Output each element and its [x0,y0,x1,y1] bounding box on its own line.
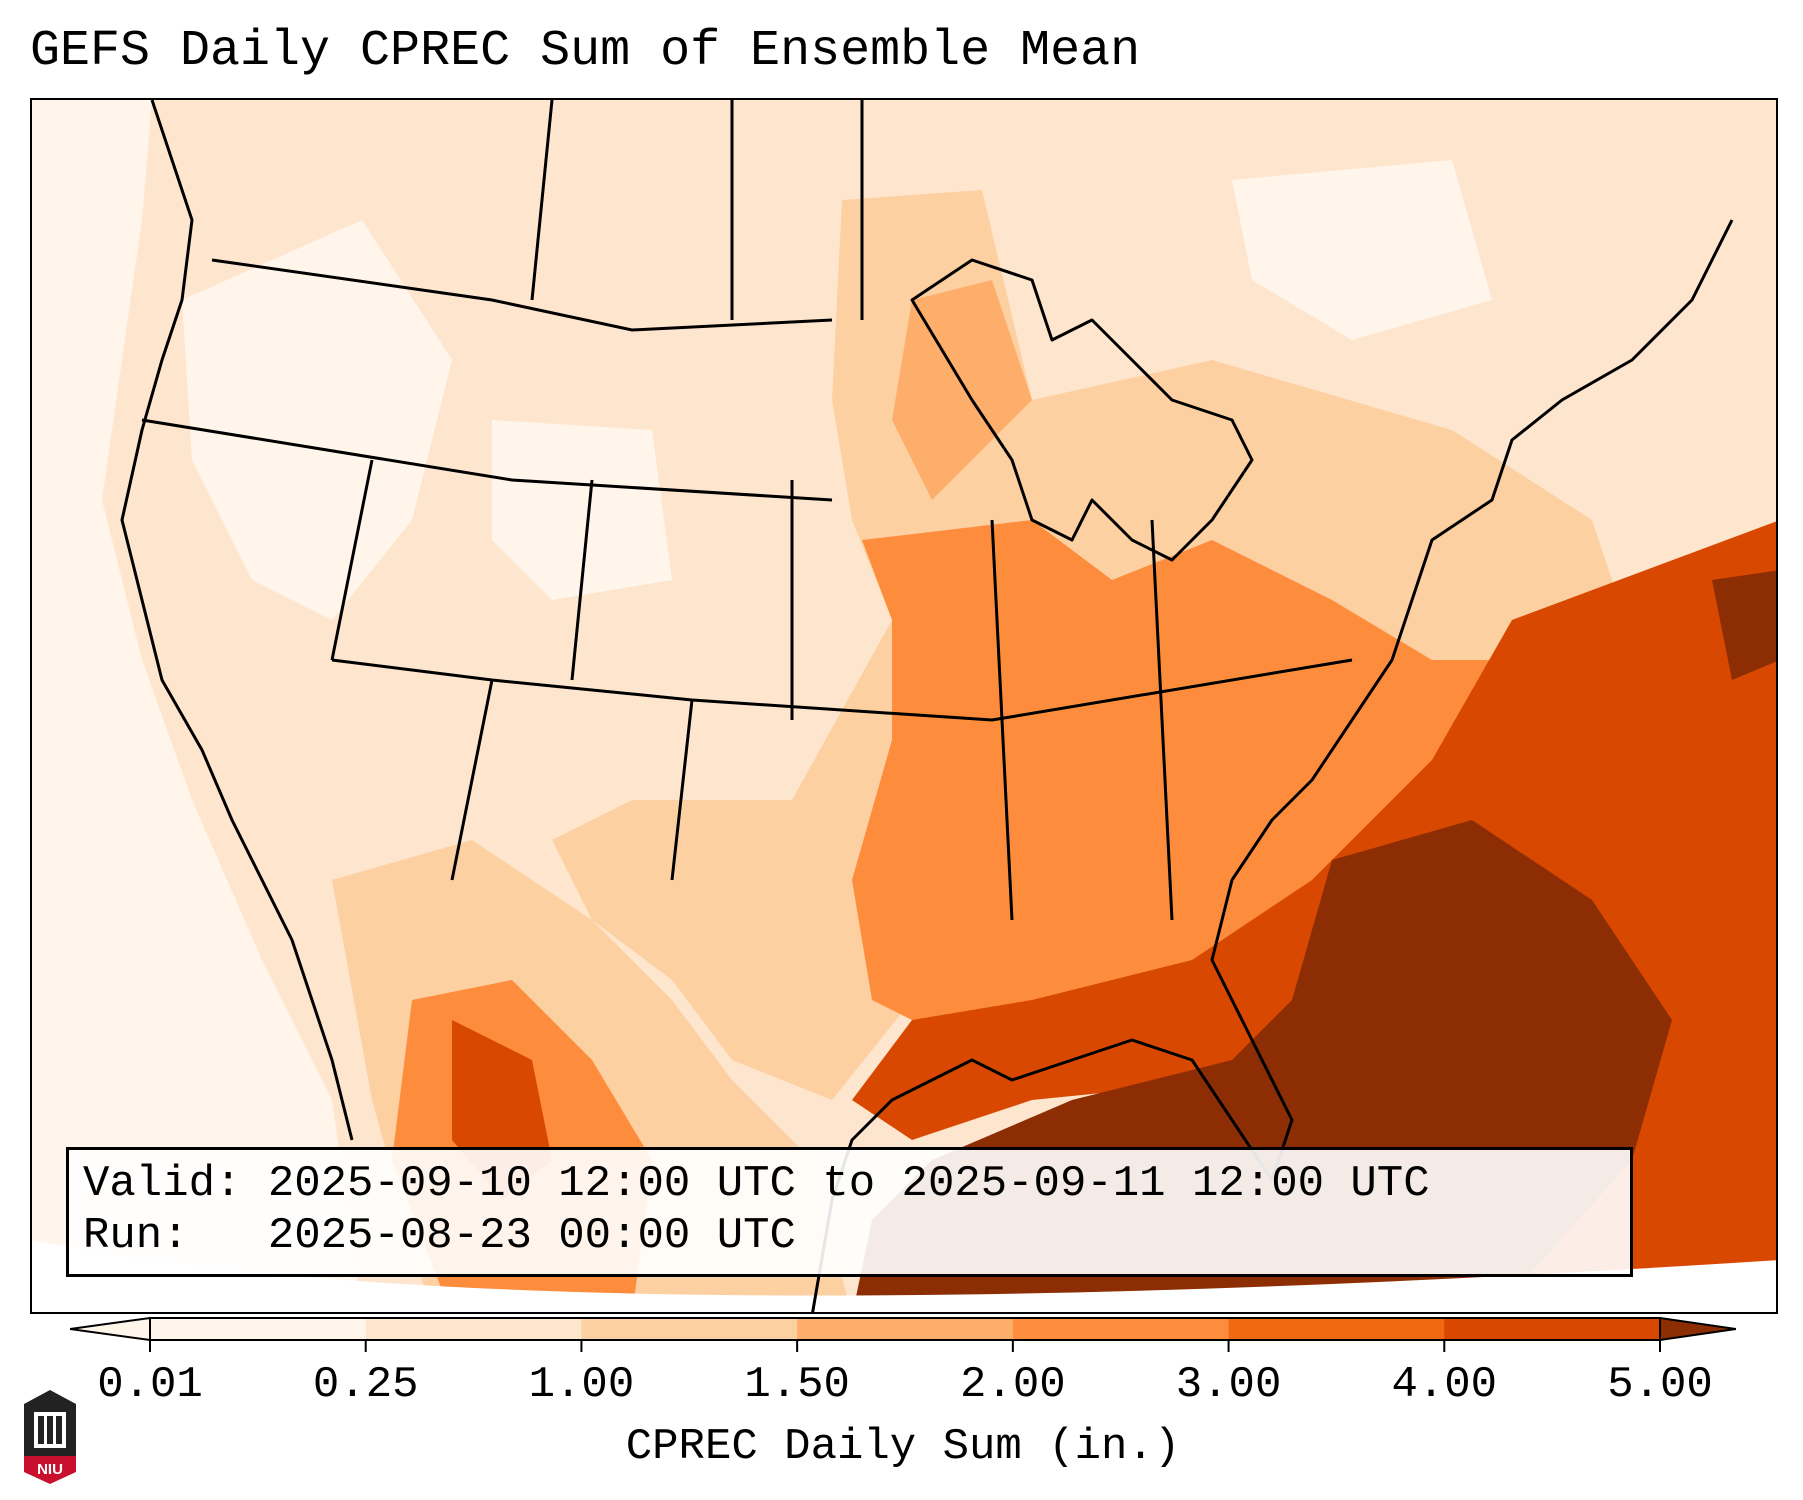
west-coast [120,100,354,1141]
precip-region-pacific [32,100,362,1312]
map-panel [30,98,1778,1314]
border-mt [530,100,554,301]
precip-region-southeast [852,520,1592,1040]
colorbar-segment [1012,1318,1230,1340]
precip-region-wyoming [492,420,672,600]
info-box: Valid: 2025-09-10 12:00 UTC to 2025-09-1… [66,1147,1633,1277]
great-lakes [910,258,1254,562]
colorbar-segment [150,1318,367,1340]
colorbar-tick-label: 0.25 [312,1360,419,1410]
logo-text: NIU [37,1461,63,1478]
east-gulf-coast [811,219,1734,1312]
colorbar-segment [797,1318,1014,1340]
colorbar-tick-label: 1.00 [528,1360,635,1410]
border-nm-tx [670,699,694,881]
map-title: GEFS Daily CPREC Sum of Ensemble Mean [30,23,1141,80]
logo-window-icon [56,1416,62,1444]
run-time: Run: 2025-08-23 00:00 UTC [83,1211,796,1261]
border-ut-co [570,479,594,681]
logo-window-icon [47,1416,53,1444]
border-nv-ut [330,459,374,661]
colorbar-tick-label: 0.01 [97,1360,203,1410]
colorbar-segment [581,1318,798,1340]
colorbar-extend-high [1659,1316,1736,1342]
precip-region-west [182,220,452,620]
logo-window-icon [38,1416,44,1444]
colorbar-outline [149,1317,1661,1341]
border-row-1 [141,418,833,502]
coastlines [120,100,1734,1312]
border-canada [211,258,833,332]
projection-edge [32,1240,1776,1312]
colorbar-extend-low [70,1316,151,1342]
colorbar-tick-label: 4.00 [1391,1360,1498,1410]
colorbar-tick-label: 3.00 [1175,1360,1282,1410]
precip-region-canada [1232,160,1492,340]
border-az-nm [450,679,494,881]
colorbar-segment [365,1318,582,1340]
precip-region-minnesota [892,280,1032,500]
colorbar-tick-label: 5.00 [1607,1360,1713,1410]
niu-logo: NIU [24,1390,76,1484]
colorbar-label: CPREC Daily Sum (in.) [625,1422,1181,1472]
colorbar-segment [1444,1318,1661,1340]
precip-map [32,100,1776,1312]
state-borders [141,100,1353,921]
border-mississippi [990,519,1014,921]
border-east [1150,519,1174,921]
colorbar-tick-label: 1.50 [744,1360,850,1410]
colorbar-segment [1228,1318,1445,1340]
precip-region-gulfstream [1712,570,1776,680]
logo-base-icon [24,1456,76,1484]
colorbar-tick-label: 2.00 [960,1360,1066,1410]
colorbar [70,1316,1736,1352]
valid-time: Valid: 2025-09-10 12:00 UTC to 2025-09-1… [83,1159,1430,1209]
